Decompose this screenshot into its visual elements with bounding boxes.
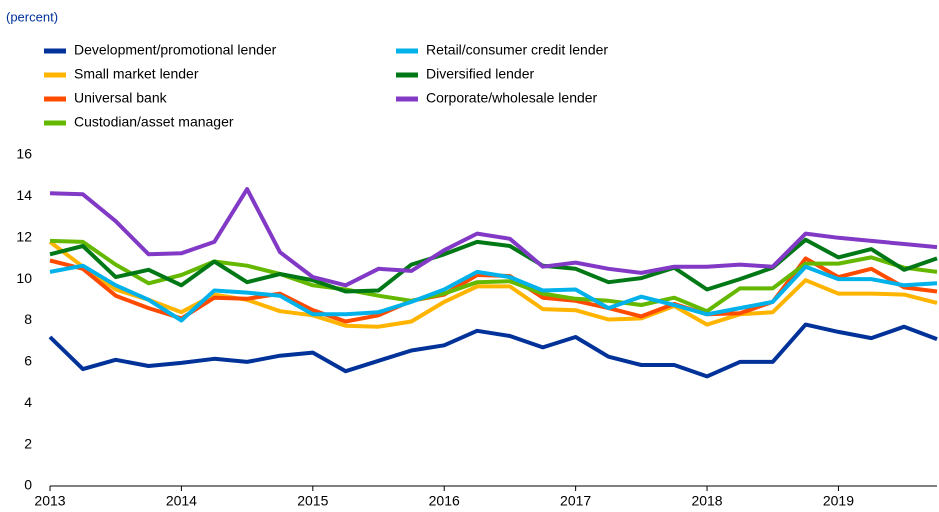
y-tick-label: 4	[24, 394, 32, 410]
y-tick-label: 10	[16, 270, 32, 286]
x-tick-label: 2019	[823, 493, 854, 509]
legend-label: Development/promotional lender	[74, 42, 277, 58]
legend-label: Corporate/wholesale lender	[426, 90, 598, 106]
series-line	[49, 263, 938, 323]
x-tick-label: 2014	[166, 493, 197, 509]
y-tick-label: 6	[24, 353, 32, 369]
y-tick-label: 12	[16, 228, 32, 244]
x-tick-label: 2017	[560, 493, 591, 509]
x-tick-label: 2013	[34, 493, 65, 509]
x-tick-label: 2018	[691, 493, 722, 509]
series-line	[49, 187, 938, 288]
y-tick-label: 2	[24, 435, 32, 451]
legend-label: Diversified lender	[426, 66, 534, 82]
x-tick-label: 2015	[297, 493, 328, 509]
series-line	[49, 238, 938, 314]
y-tick-label: 14	[16, 187, 32, 203]
legend-label: Universal bank	[74, 90, 168, 106]
x-tick-label: 2016	[429, 493, 460, 509]
legend-label: Retail/consumer credit lender	[426, 42, 608, 58]
y-tick-label: 8	[24, 311, 32, 327]
series-line	[49, 237, 938, 294]
legend-label: Small market lender	[74, 66, 199, 82]
y-tick-label: 16	[16, 146, 32, 162]
series-line	[48, 322, 938, 379]
y-tick-label: 0	[24, 477, 32, 493]
y-axis-label: (percent)	[6, 9, 58, 24]
legend-label: Custodian/asset manager	[74, 114, 234, 130]
